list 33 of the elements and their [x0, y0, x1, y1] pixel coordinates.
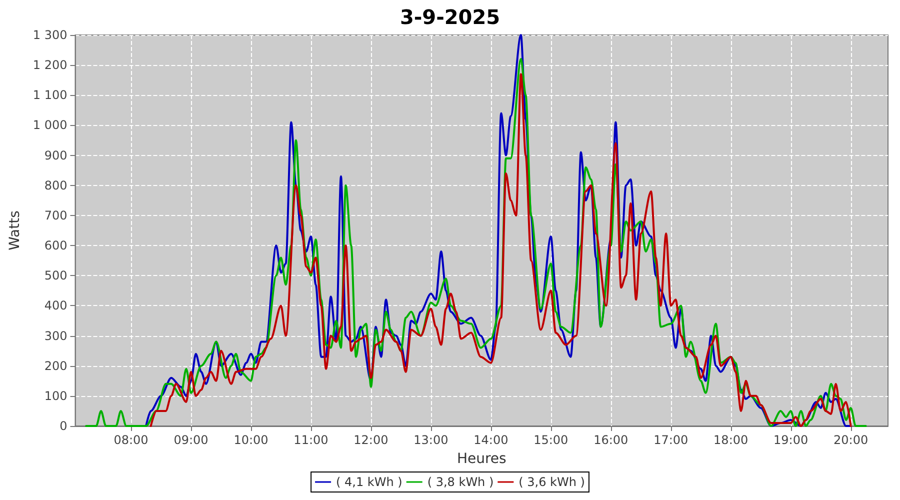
x-tick-label: 09:00	[174, 433, 208, 447]
x-tick-label: 14:00	[474, 433, 508, 447]
chart-title: 3-9-2025	[400, 5, 500, 29]
y-tick-label: 700	[44, 208, 68, 222]
y-tick-label: 200	[44, 358, 68, 373]
y-tick-label: 500	[44, 268, 68, 283]
y-tick-label: 800	[44, 178, 68, 192]
y-tick-label: 1 100	[32, 88, 68, 102]
x-tick-label: 19:00	[774, 433, 808, 447]
y-tick-label: 300	[44, 328, 68, 343]
legend-label: ( 3,6 kWh )	[518, 475, 585, 489]
x-axis-title: Heures	[456, 451, 506, 467]
x-tick-label: 17:00	[654, 433, 688, 447]
y-tick-label: 600	[44, 238, 68, 253]
legend-label: ( 4,1 kWh )	[336, 475, 402, 489]
y-tick-label: 100	[44, 388, 68, 403]
x-tick-label: 16:00	[594, 433, 628, 447]
x-tick-label: 15:00	[534, 433, 568, 447]
y-tick-label: 1 200	[32, 58, 68, 72]
x-tick-label: 10:00	[234, 433, 268, 447]
x-tick-label: 18:00	[714, 433, 748, 447]
x-tick-label: 08:00	[114, 433, 148, 447]
y-tick-label: 1 300	[32, 28, 68, 42]
legend-label: ( 3,8 kWh )	[427, 475, 494, 489]
y-tick-label: 0	[60, 419, 68, 433]
x-tick-label: 11:00	[294, 433, 328, 447]
y-tick-label: 900	[44, 148, 68, 162]
x-tick-label: 13:00	[414, 433, 448, 447]
y-tick-label: 1 000	[32, 118, 68, 132]
x-tick-label: 20:00	[834, 433, 868, 447]
x-tick-label: 12:00	[354, 433, 388, 447]
y-tick-label: 400	[44, 298, 68, 313]
y-axis-title: Watts	[7, 210, 23, 250]
